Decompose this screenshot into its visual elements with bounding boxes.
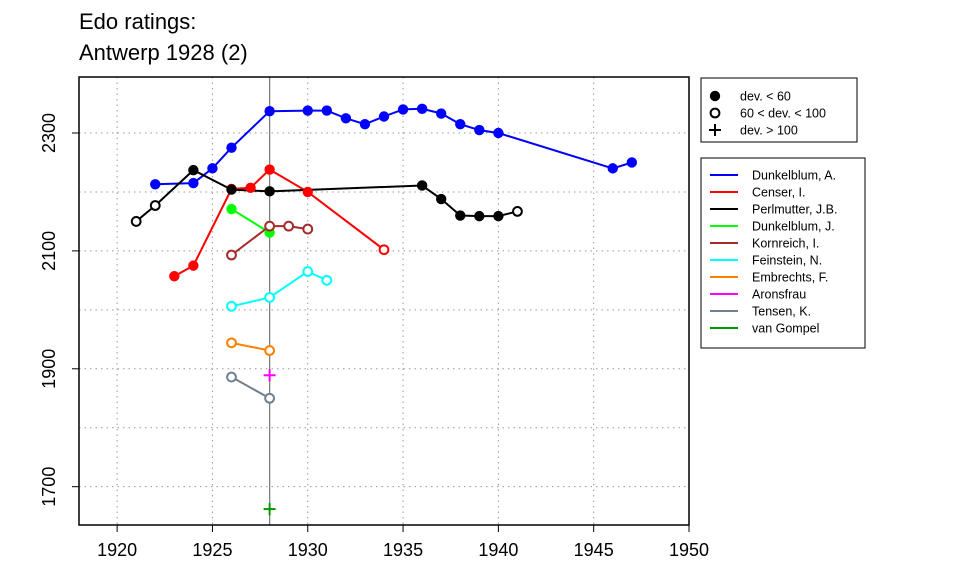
series-0-point-11 bbox=[416, 103, 428, 115]
series-legend-label-0: Dunkelblum, A. bbox=[752, 169, 836, 183]
y-tick-label-1700: 1700 bbox=[39, 467, 59, 507]
series-1-point-3 bbox=[245, 182, 256, 194]
series-line-6 bbox=[231, 341, 270, 352]
series-4-point-0 bbox=[226, 249, 237, 261]
series-0-point-17 bbox=[626, 157, 638, 168]
series-legend-label-9: van Gompel bbox=[752, 322, 819, 336]
series-0-point-15 bbox=[493, 127, 504, 139]
series-0-point-2 bbox=[207, 163, 218, 174]
chart-title-line-2: Antwerp 1928 (2) bbox=[79, 40, 248, 65]
x-axis: 1920 1925 1930 1935 1940 1945 1950 bbox=[97, 525, 709, 560]
series-4-point-1 bbox=[264, 220, 276, 232]
x-tick-label-1930: 1930 bbox=[288, 540, 328, 560]
series-0-point-14 bbox=[474, 124, 485, 136]
series-8-point-0 bbox=[226, 371, 237, 383]
series-legend-label-1: Censer, I. bbox=[752, 186, 806, 200]
series-1-point-4 bbox=[264, 164, 275, 175]
series-3-point-0 bbox=[226, 203, 237, 215]
series-0-point-0 bbox=[150, 179, 161, 190]
series-0-point-4 bbox=[264, 105, 275, 117]
series-0-point-1 bbox=[188, 177, 199, 189]
series-5-point-1 bbox=[264, 292, 276, 303]
series-markers bbox=[130, 103, 638, 516]
series-0-point-10 bbox=[397, 104, 409, 115]
series-1-point-5 bbox=[302, 186, 313, 198]
series-legend-label-4: Kornreich, I. bbox=[752, 237, 819, 251]
series-legend: Dunkelblum, A. Censer, I. Perlmutter, J.B.… bbox=[700, 157, 866, 349]
series-legend-label-2: Perlmutter, J.B. bbox=[752, 203, 837, 217]
series-6-point-1 bbox=[264, 345, 276, 356]
series-0-point-3 bbox=[226, 142, 237, 153]
series-0-point-7 bbox=[340, 113, 352, 124]
series-2-point-2 bbox=[188, 164, 199, 176]
series-2-point-1 bbox=[149, 200, 161, 211]
series-5-point-2 bbox=[302, 266, 314, 277]
series-0-point-5 bbox=[302, 105, 313, 116]
x-tick-label-1945: 1945 bbox=[574, 540, 614, 560]
series-0-point-16 bbox=[607, 163, 618, 174]
marker-legend-symbol-1 bbox=[709, 107, 721, 119]
marker-legend-label-1: 60 < dev. < 100 bbox=[740, 107, 826, 121]
series-2-point-5 bbox=[416, 180, 428, 191]
series-2-point-4 bbox=[264, 186, 275, 197]
series-0-point-9 bbox=[378, 111, 390, 122]
series-2-point-7 bbox=[455, 210, 466, 221]
series-2-point-3 bbox=[226, 184, 237, 195]
series-line-5 bbox=[231, 270, 328, 308]
y-tick-label-2100: 2100 bbox=[39, 231, 59, 271]
marker-legend-box bbox=[700, 77, 858, 143]
y-tick-label-2300: 2300 bbox=[39, 113, 59, 153]
grid-lines bbox=[79, 77, 690, 525]
series-4-point-2 bbox=[283, 220, 295, 232]
series-2-point-0 bbox=[130, 216, 142, 227]
series-legend-label-3: Dunkelblum, J. bbox=[752, 220, 835, 234]
x-tick-label-1950: 1950 bbox=[669, 540, 709, 560]
series-line-8 bbox=[231, 376, 271, 400]
marker-legend-symbol-2 bbox=[709, 124, 721, 136]
series-1-point-0 bbox=[169, 271, 180, 282]
series-legend-label-5: Feinstein, N. bbox=[752, 254, 822, 268]
series-legend-box bbox=[700, 157, 866, 349]
x-tick-label-1935: 1935 bbox=[383, 540, 423, 560]
series-legend-label-6: Embrechts, F. bbox=[752, 271, 828, 285]
series-2-point-10 bbox=[512, 206, 523, 217]
series-line-1 bbox=[173, 168, 385, 278]
series-2-point-9 bbox=[493, 210, 504, 222]
marker-legend-label-2: dev. > 100 bbox=[740, 124, 798, 138]
series-2-point-6 bbox=[435, 193, 447, 205]
series-legend-label-8: Tensen, K. bbox=[752, 305, 811, 319]
series-5-point-0 bbox=[226, 300, 237, 312]
series-6-point-0 bbox=[226, 337, 237, 349]
series-legend-label-7: Aronsfrau bbox=[752, 288, 806, 302]
x-tick-label-1940: 1940 bbox=[478, 540, 518, 560]
series-9-point-0 bbox=[263, 503, 276, 516]
series-line-3 bbox=[230, 208, 271, 234]
marker-legend-symbol-0 bbox=[709, 90, 721, 102]
marker-legend-label-0: dev. < 60 bbox=[740, 90, 791, 104]
series-5-point-3 bbox=[321, 274, 333, 286]
series-4-point-3 bbox=[302, 223, 314, 235]
series-1-point-6 bbox=[378, 244, 390, 256]
x-tick-label-1920: 1920 bbox=[97, 540, 137, 560]
x-tick-label-1925: 1925 bbox=[192, 540, 232, 560]
y-axis: 1700 1900 2100 2300 bbox=[39, 113, 79, 507]
series-2-point-8 bbox=[474, 210, 485, 222]
chart-title-line-1: Edo ratings: bbox=[79, 9, 197, 34]
series-8-point-1 bbox=[264, 392, 276, 404]
marker-legend: dev. < 60 60 < dev. < 100 dev. > 100 bbox=[700, 77, 858, 143]
series-line-4 bbox=[230, 225, 308, 256]
series-0-point-13 bbox=[455, 118, 466, 130]
series-7-point-0 bbox=[263, 369, 276, 382]
series-0-point-12 bbox=[435, 108, 447, 119]
series-0-point-6 bbox=[321, 105, 333, 116]
plot-frame bbox=[78, 76, 690, 526]
y-tick-label-1900: 1900 bbox=[39, 349, 59, 389]
series-0-point-8 bbox=[359, 118, 371, 130]
series-1-point-1 bbox=[188, 260, 199, 271]
